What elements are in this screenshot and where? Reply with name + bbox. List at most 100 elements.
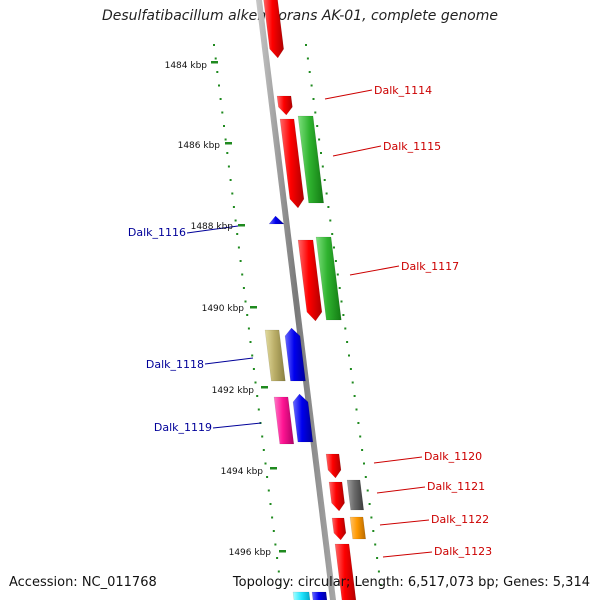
tick-dot-right [306,57,309,60]
gene-feature-dalk-1123[interactable] [334,543,357,600]
tick-dot-right [370,516,373,519]
gene-feature-dalk-1121-b[interactable] [346,479,364,511]
tick-dot-left [262,449,265,451]
gene-feature-dalk-1117-a[interactable] [297,239,323,322]
map-title: Desulfatibacillum alkenivorans AK-01, co… [101,8,499,24]
gene-feature-dalk-1122-a[interactable] [331,517,347,541]
tick-dot-right [333,246,335,249]
tick-dot-right [344,327,347,330]
tick-dot-right [329,219,332,222]
gene-labels: Dalk_1114 Dalk_1115 Dalk_1116 Dalk_1117 … [128,84,492,558]
tick-dot-left [279,584,282,586]
tick-dot-right [357,422,360,424]
tick-dot-right [355,408,358,411]
tick-dot-left [232,206,235,208]
tick-dot-left [246,314,249,316]
gene-feature-top-partial[interactable] [263,0,284,59]
gene-label-dalk-1122[interactable]: Dalk_1122 [431,513,489,526]
gene-feature-dalk-1119-a[interactable] [273,396,295,445]
gene-feature-dalk-1121-a[interactable] [328,481,345,512]
tick-dot-left [266,476,269,478]
tick-dot-right [348,354,350,357]
major-tick [250,306,257,309]
tick-dot-left [251,354,254,357]
tick-dot-left [216,71,219,73]
tick-dot-right [314,111,317,114]
major-tick [225,142,232,145]
tick-dots [211,44,382,586]
label-leader-line [186,225,239,234]
gene-label-dalk-1121[interactable]: Dalk_1121 [427,480,485,493]
label-leader-line [212,422,262,429]
label-leader-line [376,486,426,494]
tick-dot-right [323,179,326,181]
gene-feature-dalk-1117-b[interactable] [315,236,342,321]
tick-label-1484: 1484 kbp [165,61,208,71]
tick-dot-right [346,341,349,343]
gene-label-dalk-1117[interactable]: Dalk_1117 [401,260,459,273]
major-tick [238,224,245,227]
tick-dot-left [229,179,232,181]
gene-label-dalk-1123[interactable]: Dalk_1123 [434,545,492,558]
gene-label-dalk-1115[interactable]: Dalk_1115 [383,140,441,153]
gene-label-dalk-1118[interactable]: Dalk_1118 [146,358,204,371]
tick-dot-right [320,152,322,154]
gene-feature-dalk-1120[interactable] [325,453,342,479]
gene-feature-dalk-1115-b[interactable] [297,115,324,204]
tick-dot-left [277,570,280,573]
tick-dot-right [312,98,315,100]
tick-dot-left [272,530,275,532]
tick-label-1496: 1496 kbp [229,548,272,558]
gene-feature-dalk-1118-b[interactable] [284,327,306,382]
gene-feature-bottom-blue[interactable] [311,591,328,600]
tick-dot-right [316,125,319,127]
gene-feature-dalk-1115-a[interactable] [279,118,305,209]
label-leader-line [349,265,400,276]
tick-dot-left [224,138,227,141]
tick-dot-right [376,557,379,559]
tick-dot-right [342,314,345,316]
tick-dot-left [242,287,245,289]
tick-dot-right [318,138,321,141]
tick-dot-right [377,570,380,573]
tick-dot-left [264,462,267,465]
gene-label-dalk-1116[interactable]: Dalk_1116 [128,226,186,239]
tick-dot-right [361,449,364,451]
tick-dot-left [254,381,257,384]
gene-feature-dalk-1122-b[interactable] [349,516,366,540]
gene-feature-dalk-1119-b[interactable] [292,393,314,443]
tick-dot-left [239,260,242,262]
tick-label-1486: 1486 kbp [178,141,221,151]
gene-label-dalk-1119[interactable]: Dalk_1119 [154,421,212,434]
tick-dot-right [327,206,330,208]
label-leader-line [373,456,423,464]
tick-dot-left [247,327,250,330]
tick-dot-left [244,300,247,303]
gene-feature-dalk-1116[interactable] [268,215,285,225]
tick-dot-left [269,503,272,505]
gene-label-dalk-1114[interactable]: Dalk_1114 [374,84,432,97]
tick-dot-right [363,462,365,465]
major-tick [270,467,277,470]
tick-dot-left [227,165,230,168]
tick-dot-left [267,489,270,492]
label-leader-line [379,519,430,526]
tick-label-1492: 1492 kbp [212,386,255,396]
label-leader-line [382,551,433,558]
gene-feature-bottom-cyan[interactable] [292,591,311,600]
tick-dot-left [234,219,237,222]
tick-dot-right [359,435,362,438]
tick-dot-left [213,44,215,46]
kbp-tick-labels: 1484 kbp 1486 kbp 1488 kbp 1490 kbp 1492… [165,61,272,558]
tick-dot-left [256,395,259,397]
gene-feature-dalk-1114[interactable] [276,95,293,116]
tick-dot-right [366,489,369,492]
tick-dot-left [221,111,224,114]
gene-label-dalk-1120[interactable]: Dalk_1120 [424,450,482,463]
tick-label-1494: 1494 kbp [221,467,264,477]
major-tick [261,386,268,389]
tick-label-1488: 1488 kbp [191,222,234,232]
gene-feature-dalk-1118-a[interactable] [264,329,286,382]
tick-dot-left [249,341,252,343]
